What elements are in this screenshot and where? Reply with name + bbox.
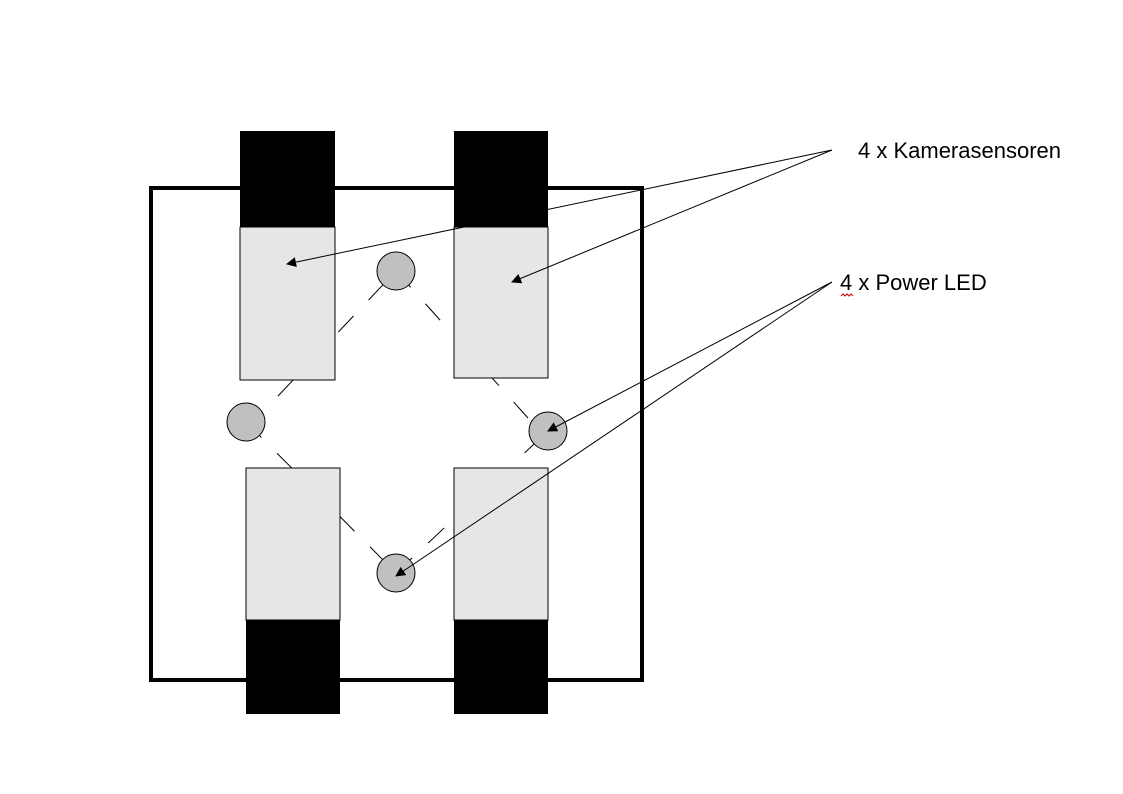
power-led-label: 4 x Power LED (840, 270, 987, 295)
connection-line (277, 270, 397, 397)
callout-arrow (395, 281, 833, 577)
sensor-body (453, 226, 549, 379)
sensor-cap (454, 620, 548, 714)
sensor-body (453, 467, 549, 621)
power-led (376, 251, 416, 291)
camera-sensor (453, 131, 549, 379)
power-led (376, 553, 416, 593)
callout-arrow (286, 149, 833, 268)
spell-check-underline (840, 293, 854, 297)
camera-sensor-callout-arrows (286, 149, 833, 284)
sensor-cap (240, 131, 335, 227)
sensor-body (239, 226, 336, 381)
camera-sensor (245, 467, 341, 714)
camera-sensor (239, 131, 336, 381)
camera-sensors-label: 4 x Kamerasensoren (858, 138, 1061, 163)
sensor-body (245, 467, 341, 621)
callout-arrow (547, 281, 833, 432)
callout-arrow (511, 149, 833, 284)
board-outline (149, 186, 644, 682)
sensor-cap (246, 620, 340, 714)
camera-sensor (453, 467, 549, 714)
sensor-cap (454, 131, 548, 227)
power-led-callout-arrows (395, 281, 833, 577)
power-led (226, 402, 266, 442)
